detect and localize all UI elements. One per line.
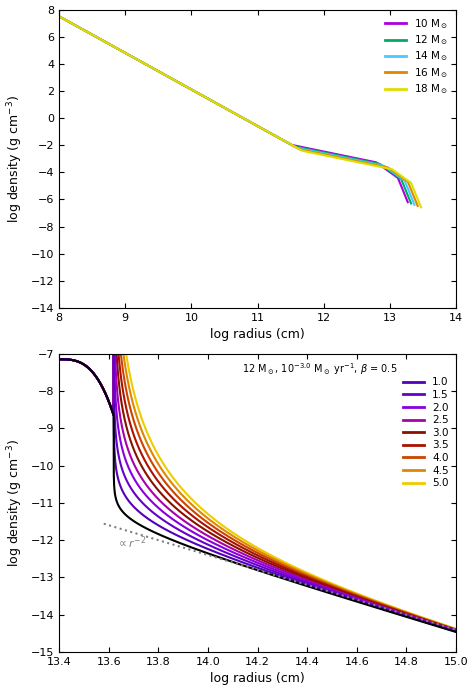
Legend: 1.0, 1.5, 2.0, 2.5, 3.0, 3.5, 4.0, 4.5, 5.0: 1.0, 1.5, 2.0, 2.5, 3.0, 3.5, 4.0, 4.5, … bbox=[399, 373, 453, 493]
Y-axis label: log density (g cm$^{-3}$): log density (g cm$^{-3}$) bbox=[6, 439, 25, 567]
X-axis label: log radius (cm): log radius (cm) bbox=[210, 328, 305, 341]
X-axis label: log radius (cm): log radius (cm) bbox=[210, 672, 305, 685]
Y-axis label: log density (g cm$^{-3}$): log density (g cm$^{-3}$) bbox=[6, 95, 25, 223]
Legend: 10 M$_\odot$, 12 M$_\odot$, 14 M$_\odot$, 16 M$_\odot$, 18 M$_\odot$: 10 M$_\odot$, 12 M$_\odot$, 14 M$_\odot$… bbox=[381, 12, 453, 100]
Text: 12 M$_\odot$, 10$^{-3.0}$ M$_\odot$ yr$^{-1}$, $\beta$ = 0.5: 12 M$_\odot$, 10$^{-3.0}$ M$_\odot$ yr$^… bbox=[242, 361, 397, 377]
Text: $\propto r^{-2}$: $\propto r^{-2}$ bbox=[116, 534, 146, 551]
